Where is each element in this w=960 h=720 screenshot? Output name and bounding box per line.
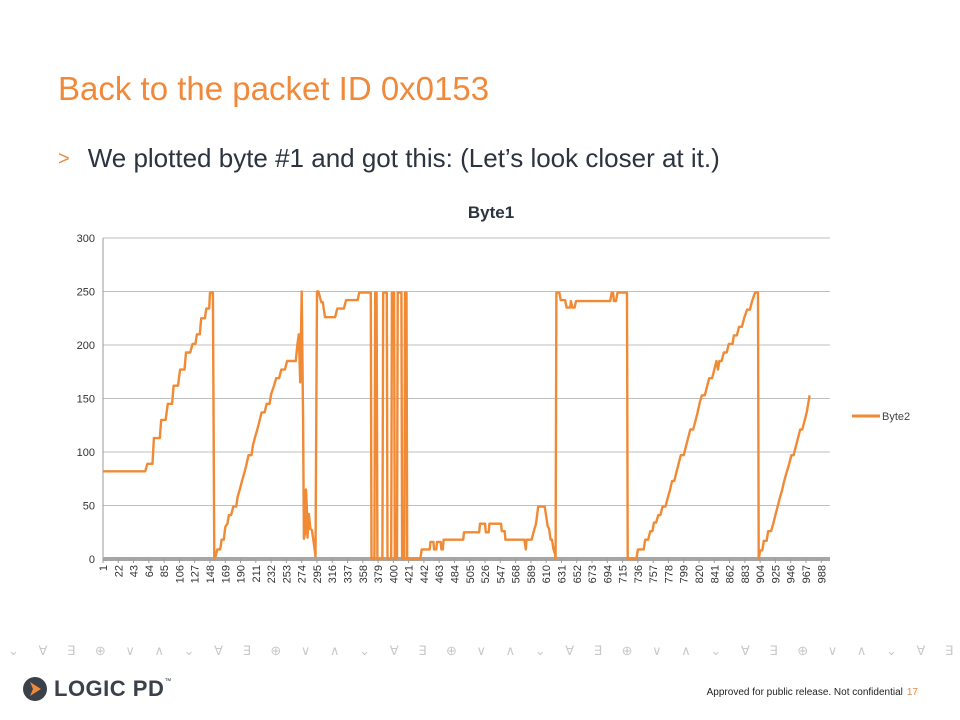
logo-arrow-icon [23, 677, 47, 701]
x-tick-label: 715 [618, 565, 630, 583]
x-tick-label: 652 [572, 565, 584, 583]
y-tick-label: 100 [77, 447, 95, 459]
page-number: 17 [906, 687, 918, 698]
x-tick-label: 610 [541, 565, 553, 583]
x-tick-label: 841 [709, 565, 721, 583]
x-tick-label: 43 [129, 565, 141, 577]
y-tick-label: 0 [89, 554, 95, 566]
x-axis-ticks: 1 22 43 64 85 106 127 148 169 190 211 232 253 274 295 3… [98, 559, 828, 583]
x-tick-label: 946 [786, 565, 798, 583]
y-tick-label: 300 [77, 233, 95, 245]
x-tick-label: 505 [465, 565, 477, 583]
x-tick-label: 484 [449, 565, 461, 583]
x-tick-label: 106 [174, 565, 186, 583]
x-tick-label: 421 [404, 565, 416, 583]
bullet-point: > We plotted byte #1 and got this: (Let’s… [58, 143, 720, 174]
y-tick-label: 150 [77, 394, 95, 406]
x-tick-label: 799 [679, 565, 691, 583]
x-tick-label: 694 [602, 565, 614, 583]
x-tick-label: 400 [388, 565, 400, 583]
byte1-line-chart: Byte1 0 50 100 150 200 250 300 1 22 43 64 85 106 127… [77, 203, 911, 583]
legend-label-byte2: Byte2 [882, 411, 910, 423]
series-line-byte2 [103, 290, 811, 561]
x-tick-label: 148 [205, 565, 217, 583]
x-tick-label: 820 [694, 565, 706, 583]
x-tick-label: 673 [587, 565, 599, 583]
x-tick-label: 169 [220, 565, 232, 583]
x-tick-label: 190 [236, 565, 248, 583]
y-axis-ticks: 0 50 100 150 200 250 300 [77, 233, 95, 566]
y-tick-label: 200 [77, 340, 95, 352]
y-tick-label: 250 [77, 287, 95, 299]
x-tick-label: 442 [419, 565, 431, 583]
chart-legend: Byte2 [852, 411, 910, 423]
x-tick-label: 211 [251, 565, 263, 583]
x-tick-label: 232 [266, 565, 278, 583]
decorative-glyph-band: ⌄ ∀ ∃ ⊕ ∨ ∧ ⌄ ∀ ∃ ⊕ ∨ ∧ ⌄ ∀ ∃ ⊕ ∨ ∧ ⌄ ∀ … [8, 643, 960, 658]
x-tick-label: 883 [740, 565, 752, 583]
x-tick-label: 631 [556, 565, 568, 583]
gridlines [102, 237, 830, 561]
x-tick-label: 862 [725, 565, 737, 583]
x-tick-label: 274 [297, 565, 309, 583]
logicpd-logo: LOGIC PD™ [22, 676, 172, 702]
x-tick-label: 736 [633, 565, 645, 583]
x-tick-label: 925 [770, 565, 782, 583]
chart-title: Byte1 [468, 203, 514, 222]
x-tick-label: 22 [113, 565, 125, 577]
bullet-text: We plotted byte #1 and got this: (Let’s … [87, 143, 720, 173]
x-tick-label: 904 [755, 565, 767, 583]
x-tick-label: 64 [144, 565, 156, 577]
footer-note: Approved for public release. Not confide… [707, 687, 918, 698]
x-tick-label: 85 [159, 565, 171, 577]
x-tick-label: 967 [801, 565, 813, 583]
x-tick-label: 568 [511, 565, 523, 583]
x-tick-label: 295 [312, 565, 324, 583]
x-tick-label: 589 [526, 565, 538, 583]
footer-approval-text: Approved for public release. Not confide… [706, 687, 903, 698]
x-tick-label: 1 [98, 565, 110, 571]
x-tick-label: 988 [816, 565, 828, 583]
x-tick-label: 337 [343, 565, 355, 583]
x-tick-label: 379 [373, 565, 385, 583]
x-tick-label: 757 [648, 565, 660, 583]
x-tick-label: 253 [281, 565, 293, 583]
x-tick-label: 127 [190, 565, 202, 583]
x-tick-label: 358 [358, 565, 370, 583]
x-tick-label: 463 [434, 565, 446, 583]
x-tick-label: 778 [663, 565, 675, 583]
x-tick-label: 547 [495, 565, 507, 583]
x-tick-label: 316 [327, 565, 339, 583]
slide-title: Back to the packet ID 0x0153 [58, 70, 490, 107]
bullet-chevron-icon: > [58, 148, 70, 170]
logo-text: LOGIC PD™ [54, 676, 172, 701]
x-axis-line [103, 557, 830, 561]
x-tick-label: 526 [480, 565, 492, 583]
y-tick-label: 50 [83, 501, 95, 513]
